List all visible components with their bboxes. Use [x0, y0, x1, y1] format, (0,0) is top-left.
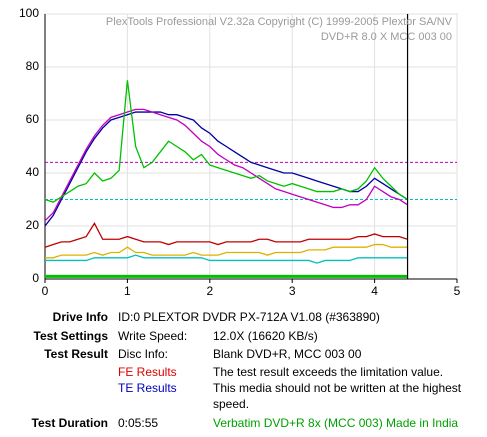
- series-line: [44, 222, 408, 248]
- row-label: Test Result: [44, 347, 108, 361]
- plot-area: [44, 13, 458, 280]
- cell: speed.: [213, 397, 249, 411]
- row-label: Drive Info: [53, 310, 108, 324]
- x-tick-label: 1: [124, 284, 131, 298]
- series-line: [44, 108, 408, 222]
- cell: The test result exceeds the limitation v…: [213, 365, 443, 379]
- y-tick-label: 0: [32, 271, 39, 285]
- x-tick-label: 3: [289, 284, 296, 298]
- y-tick-label: 80: [26, 59, 40, 73]
- watermark-sub: DVD+R 8.0 X MCC 003 00: [321, 31, 452, 43]
- y-tick-label: 20: [26, 218, 40, 232]
- watermark: PlexTools Professional V2.32a Copyright …: [106, 16, 453, 28]
- cell: ID:0 PLEXTOR DVDR PX-712A V1.08 (#363890…: [118, 310, 380, 324]
- media-name: Verbatim DVD+R 8x (MCC 003) Made in Indi…: [213, 416, 458, 430]
- cell: This media should not be written at the …: [213, 381, 462, 395]
- cell: Disc Info:: [118, 347, 168, 361]
- cell: Blank DVD+R, MCC 003 00: [213, 347, 362, 361]
- fe-results: FE Results: [118, 365, 177, 379]
- y-tick-label: 60: [26, 112, 40, 126]
- cell: 0:05:55: [118, 416, 158, 430]
- series-line: [44, 80, 408, 203]
- x-tick-label: 2: [206, 284, 213, 298]
- row-label: Test Settings: [34, 329, 109, 343]
- series-line: [45, 254, 408, 264]
- te-results: TE Results: [118, 381, 177, 395]
- plot: 0 20 40 60 80 100 0 1 2 3 4 5: [19, 6, 461, 298]
- cell: 12.0X (16620 KB/s): [213, 329, 318, 343]
- y-tick-label: 40: [26, 165, 40, 179]
- series-line: [45, 243, 408, 259]
- y-tick-label: 100: [19, 6, 39, 20]
- row-label: Test Duration: [32, 416, 108, 430]
- cell: Write Speed:: [118, 329, 187, 343]
- x-tick-label: 0: [42, 284, 49, 298]
- x-tick-label: 5: [454, 284, 461, 298]
- x-tick-label: 4: [371, 284, 378, 298]
